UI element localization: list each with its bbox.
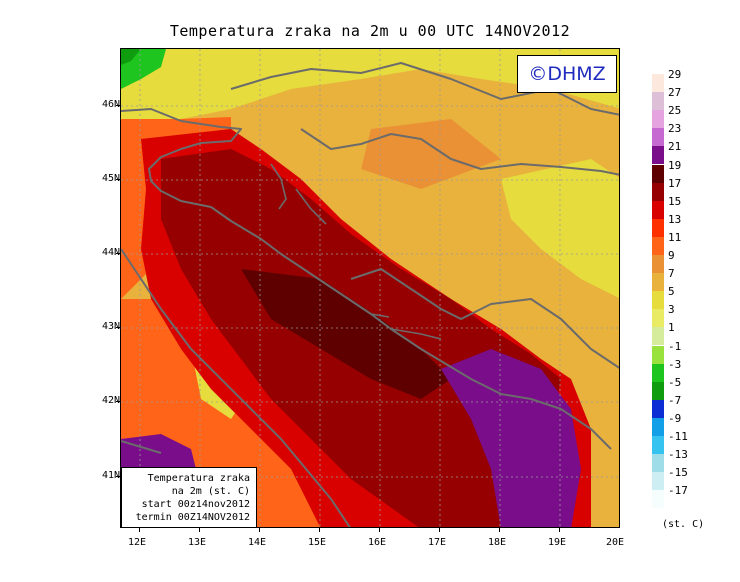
lat-tick <box>116 179 120 180</box>
legend-swatch <box>652 327 664 346</box>
info-box: Temperatura zraka na 2m (st. C) start 00… <box>121 467 257 527</box>
legend-label: -17 <box>668 484 688 498</box>
legend-label: -15 <box>668 466 688 480</box>
legend-swatch <box>652 381 664 400</box>
legend-label: 15 <box>668 194 682 208</box>
lon-tick <box>379 528 380 532</box>
legend-swatch <box>652 182 664 201</box>
lon-label-14e: 14E <box>248 537 267 548</box>
info-line-2: na 2m (st. C) <box>171 486 250 497</box>
lat-tick <box>116 105 120 106</box>
legend-swatch <box>652 255 664 273</box>
legend-swatch <box>652 218 664 237</box>
lon-label-17e: 17E <box>428 537 447 548</box>
lon-tick <box>559 528 560 532</box>
legend-swatch <box>652 454 664 473</box>
legend-swatch <box>652 146 664 165</box>
legend-swatch <box>652 345 664 364</box>
lon-label-18e: 18E <box>488 537 507 548</box>
lon-label-15e: 15E <box>308 537 327 548</box>
legend-label: 7 <box>668 267 675 281</box>
legend-label: 19 <box>668 158 682 172</box>
legend-swatch <box>652 74 664 92</box>
info-line-3: start 00z14nov2012 <box>141 499 250 510</box>
legend-label: -1 <box>668 339 682 353</box>
legend-label: 21 <box>668 140 682 154</box>
lon-label-20e: 20E <box>606 537 625 548</box>
temperature-field <box>121 49 619 527</box>
lat-tick <box>116 401 120 402</box>
legend-label: 1 <box>668 321 675 335</box>
dhmz-brand-label: ©DHMZ <box>517 55 617 93</box>
legend-unit: (st. C) <box>662 519 705 530</box>
lat-label-41n: 41N <box>101 470 120 481</box>
lat-label-45n: 45N <box>101 173 120 184</box>
legend-swatch <box>652 363 664 382</box>
legend-label: -9 <box>668 411 682 425</box>
legend-label: 3 <box>668 303 675 317</box>
legend-swatch <box>652 200 664 219</box>
legend-label: 17 <box>668 176 682 190</box>
legend-swatch <box>652 291 664 310</box>
legend-label: -5 <box>668 375 682 389</box>
legend-swatch <box>652 273 664 292</box>
legend-label: -13 <box>668 448 688 462</box>
lat-tick <box>116 253 120 254</box>
lat-tick <box>116 327 120 328</box>
map-title: Temperatura zraka na 2m u 00 UTC 14NOV20… <box>169 22 571 40</box>
legend-label: -11 <box>668 430 688 443</box>
legend-label: 13 <box>668 212 682 226</box>
lat-label-44n: 44N <box>101 247 120 258</box>
lon-label-12e: 12E <box>128 537 147 548</box>
temperature-map: ©DHMZ Temperatura zraka na 2m (st. C) st… <box>120 48 620 528</box>
lon-label-16e: 16E <box>368 537 387 548</box>
legend-label: 5 <box>668 285 675 299</box>
lat-label-42n: 42N <box>101 395 120 406</box>
legend-label: 11 <box>668 230 682 244</box>
lon-tick <box>499 528 500 532</box>
legend-label: -3 <box>668 357 682 371</box>
lon-tick <box>139 528 140 532</box>
legend-label: 27 <box>668 86 682 100</box>
legend-label: -7 <box>668 393 682 407</box>
lon-tick <box>439 528 440 532</box>
lon-tick <box>259 528 260 532</box>
lon-tick <box>319 528 320 532</box>
lat-tick <box>116 476 120 477</box>
legend-swatch <box>652 236 664 255</box>
lon-label-13e: 13E <box>188 537 207 548</box>
legend-label: 9 <box>668 249 675 262</box>
lon-label-19e: 19E <box>548 537 567 548</box>
info-line-1: Temperatura zraka <box>147 473 250 484</box>
legend-swatch <box>652 110 664 129</box>
info-line-4: termin 00Z14NOV2012 <box>135 512 250 523</box>
legend-swatch <box>652 164 664 183</box>
legend-label: 29 <box>668 68 682 81</box>
legend-label: 25 <box>668 104 682 118</box>
legend-swatch <box>652 309 664 328</box>
legend-swatch <box>652 399 664 418</box>
lat-label-43n: 43N <box>101 321 120 332</box>
legend-swatch <box>652 490 664 509</box>
legend-swatch <box>652 436 664 454</box>
lon-tick <box>199 528 200 532</box>
legend-swatch <box>652 472 664 491</box>
legend-swatch <box>652 92 664 111</box>
legend-swatch <box>652 128 664 147</box>
legend-label: 23 <box>668 122 682 136</box>
lat-label-46n: 46N <box>101 99 120 110</box>
legend-swatch <box>652 417 664 436</box>
